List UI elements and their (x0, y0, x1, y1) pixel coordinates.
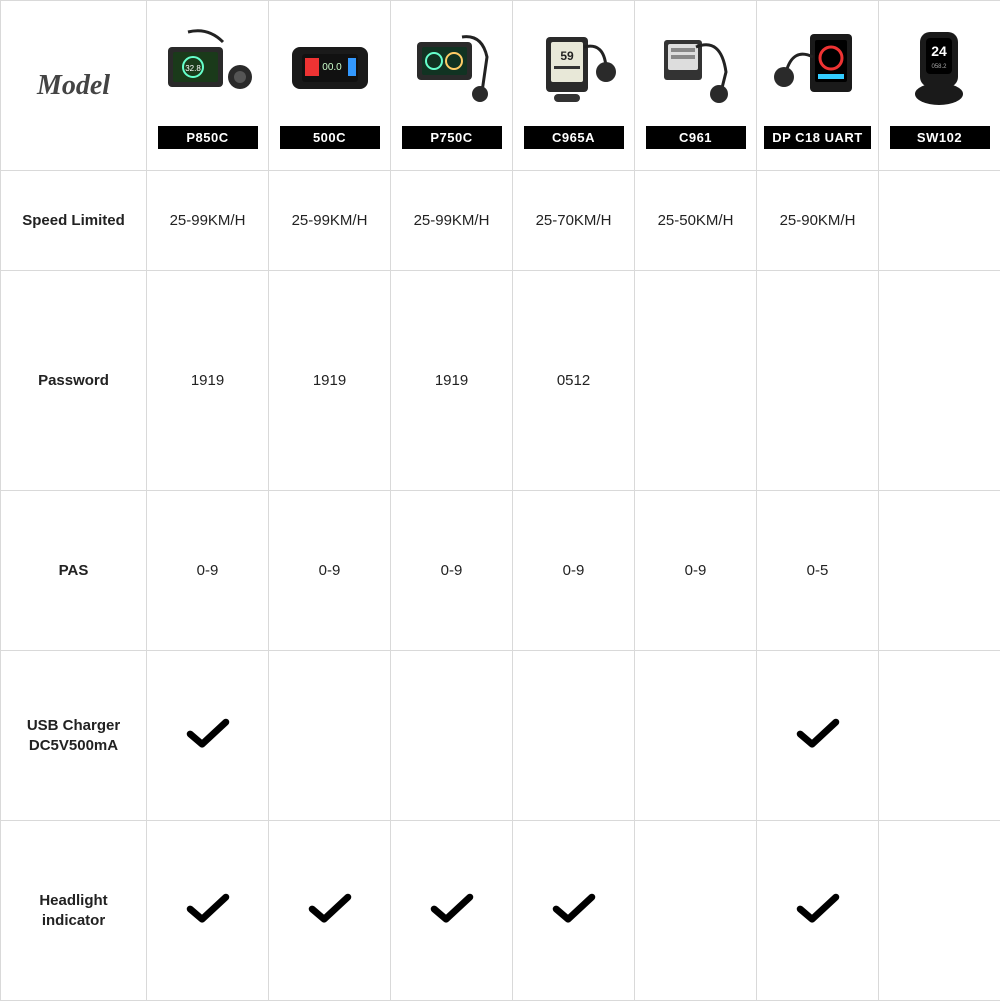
product-image-c961 (646, 22, 746, 112)
cell-speed-6 (879, 171, 1000, 271)
cell-headlight-2 (391, 821, 513, 1001)
row-label-usb-text: USB ChargerDC5V500mA (27, 717, 120, 754)
product-header-p850c: 32.8 P850C (147, 1, 269, 171)
row-label-headlight: Headlightindicator (1, 821, 147, 1001)
row-headlight: Headlightindicator (1, 821, 1000, 1001)
row-usb: USB ChargerDC5V500mA (1, 651, 1000, 821)
product-header-c961: C961 (635, 1, 757, 171)
cell-pas-1: 0-9 (269, 491, 391, 651)
cell-usb-0 (147, 651, 269, 821)
cell-password-4 (635, 271, 757, 491)
model-badge: P850C (158, 126, 258, 149)
svg-text:00.0: 00.0 (322, 62, 342, 73)
cell-usb-3 (513, 651, 635, 821)
cell-headlight-1 (269, 821, 391, 1001)
check-icon (186, 892, 230, 926)
check-icon (796, 717, 840, 751)
row-label-password: Password (1, 271, 147, 491)
product-image-500c: 00.0 (280, 22, 380, 112)
cell-pas-6 (879, 491, 1000, 651)
product-image-sw102: 24 058.2 (890, 22, 990, 112)
model-badge: C965A (524, 126, 624, 149)
model-badge: P750C (402, 126, 502, 149)
check-icon (430, 892, 474, 926)
row-label-headlight-text: Headlightindicator (39, 892, 107, 929)
cell-password-5 (757, 271, 879, 491)
cell-password-1: 1919 (269, 271, 391, 491)
cell-speed-0: 25-99KM/H (147, 171, 269, 271)
cell-headlight-3 (513, 821, 635, 1001)
header-row: Model 32.8 P850C 00.0 500C P750C 59 C965… (1, 1, 1000, 171)
cell-headlight-6 (879, 821, 1000, 1001)
check-icon (308, 892, 352, 926)
cell-password-0: 1919 (147, 271, 269, 491)
cell-usb-5 (757, 651, 879, 821)
cell-headlight-4 (635, 821, 757, 1001)
row-pas: PAS 0-9 0-9 0-9 0-9 0-9 0-5 (1, 491, 1000, 651)
product-header-dpc18: DP C18 UART (757, 1, 879, 171)
check-icon (796, 892, 840, 926)
cell-usb-4 (635, 651, 757, 821)
product-header-500c: 00.0 500C (269, 1, 391, 171)
cell-usb-6 (879, 651, 1000, 821)
cell-password-2: 1919 (391, 271, 513, 491)
cell-speed-3: 25-70KM/H (513, 171, 635, 271)
svg-text:59: 59 (560, 49, 574, 63)
row-speed: Speed Limited 25-99KM/H 25-99KM/H 25-99K… (1, 171, 1000, 271)
cell-speed-5: 25-90KM/H (757, 171, 879, 271)
model-badge: 500C (280, 126, 380, 149)
model-header-label: Model (1, 1, 147, 171)
cell-speed-1: 25-99KM/H (269, 171, 391, 271)
cell-pas-3: 0-9 (513, 491, 635, 651)
product-image-dpc18 (768, 22, 868, 112)
svg-text:24: 24 (931, 43, 947, 59)
row-label-pas: PAS (1, 491, 147, 651)
comparison-table: Model 32.8 P850C 00.0 500C P750C 59 C965… (0, 0, 1000, 1001)
cell-usb-2 (391, 651, 513, 821)
cell-pas-4: 0-9 (635, 491, 757, 651)
model-badge: C961 (646, 126, 746, 149)
product-header-c965a: 59 C965A (513, 1, 635, 171)
cell-pas-5: 0-5 (757, 491, 879, 651)
cell-password-6 (879, 271, 1000, 491)
cell-password-3: 0512 (513, 271, 635, 491)
model-badge: SW102 (890, 126, 990, 149)
product-image-p850c: 32.8 (158, 22, 258, 112)
cell-speed-4: 25-50KM/H (635, 171, 757, 271)
svg-text:058.2: 058.2 (931, 64, 947, 70)
row-password: Password 1919 1919 1919 0512 (1, 271, 1000, 491)
svg-text:32.8: 32.8 (185, 64, 201, 73)
row-label-speed: Speed Limited (1, 171, 147, 271)
row-label-usb: USB ChargerDC5V500mA (1, 651, 147, 821)
product-image-p750c (402, 22, 502, 112)
cell-pas-2: 0-9 (391, 491, 513, 651)
model-badge: DP C18 UART (764, 126, 871, 149)
cell-pas-0: 0-9 (147, 491, 269, 651)
product-header-sw102: 24 058.2 SW102 (879, 1, 1000, 171)
cell-headlight-0 (147, 821, 269, 1001)
cell-headlight-5 (757, 821, 879, 1001)
cell-speed-2: 25-99KM/H (391, 171, 513, 271)
product-header-p750c: P750C (391, 1, 513, 171)
cell-usb-1 (269, 651, 391, 821)
check-icon (552, 892, 596, 926)
product-image-c965a: 59 (524, 22, 624, 112)
check-icon (186, 717, 230, 751)
